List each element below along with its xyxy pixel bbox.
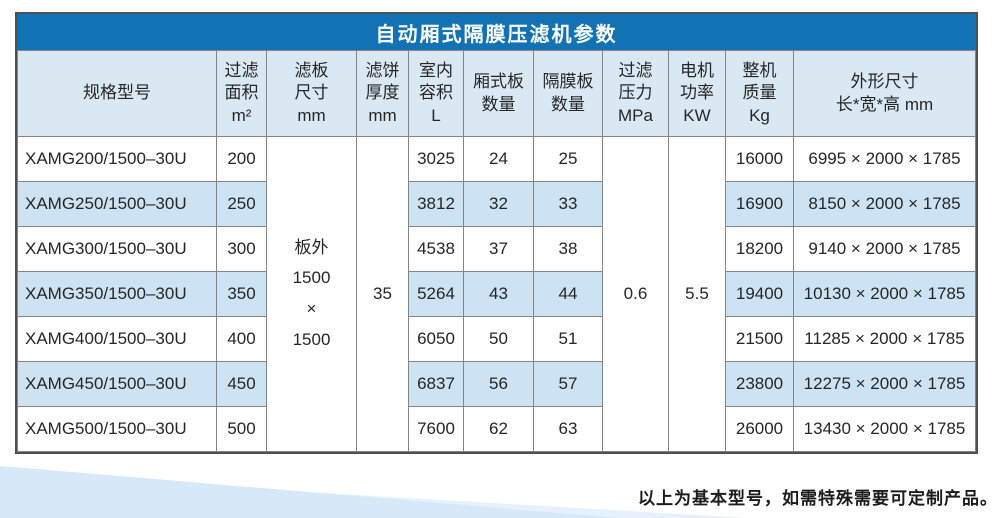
cell-model: XAMG250/1500–30U bbox=[17, 181, 217, 227]
cell-dimensions: 8150 × 2000 × 1785 bbox=[793, 181, 976, 227]
cell-machine-weight: 18200 bbox=[725, 226, 794, 272]
cell-dimensions: 10130 × 2000 × 1785 bbox=[793, 271, 976, 317]
cell-chamber-plates: 62 bbox=[463, 406, 534, 452]
cell-dimensions: 11285 × 2000 × 1785 bbox=[793, 316, 976, 362]
cell-filter-area: 200 bbox=[216, 136, 267, 182]
cell-chamber-plates: 43 bbox=[463, 271, 534, 317]
cell-machine-weight: 23800 bbox=[725, 361, 794, 407]
cell-chamber-volume: 7600 bbox=[408, 406, 464, 452]
column-header-diaphragm-plates: 隔膜板 数量 bbox=[533, 50, 603, 137]
cell-filter-area: 400 bbox=[216, 316, 267, 362]
cell-motor-power: 5.5 bbox=[668, 136, 726, 452]
cell-machine-weight: 19400 bbox=[725, 271, 794, 317]
cell-machine-weight: 26000 bbox=[725, 406, 794, 452]
table-row: XAMG250/1500–30U 250 3812 32 33 16900 8150 × 2… bbox=[17, 181, 976, 227]
column-header-machine-weight: 整机 质量 Kg bbox=[725, 50, 794, 137]
cell-model: XAMG400/1500–30U bbox=[17, 316, 217, 362]
cell-chamber-volume: 4538 bbox=[408, 226, 464, 272]
cell-plate-size: 板外 1500 × 1500 bbox=[266, 136, 357, 452]
table-row: XAMG400/1500–30U 400 6050 50 51 21500 11285 × … bbox=[17, 316, 976, 362]
table-row: XAMG500/1500–30U 500 7600 62 63 26000 13430 × … bbox=[17, 406, 976, 452]
cell-chamber-volume: 6837 bbox=[408, 361, 464, 407]
table-row: XAMG200/1500–30U 200 板外 1500 × 1500 35 3025 2… bbox=[17, 136, 976, 452]
cell-diaphragm-plates: 25 bbox=[533, 136, 603, 182]
cell-chamber-plates: 32 bbox=[463, 181, 534, 227]
column-header-chamber-volume: 室内 容积 L bbox=[408, 50, 464, 137]
cell-chamber-plates: 37 bbox=[463, 226, 534, 272]
table-row: XAMG350/1500–30U 350 5264 43 44 19400 10130 × … bbox=[17, 271, 976, 317]
column-header-dimensions: 外形尺寸 长*宽*高 mm bbox=[793, 50, 976, 137]
cell-chamber-volume: 6050 bbox=[408, 316, 464, 362]
column-header-motor-power: 电机 功率 KW bbox=[668, 50, 726, 137]
column-header-filter-pressure: 过滤 压力 MPa bbox=[602, 50, 669, 137]
cell-diaphragm-plates: 33 bbox=[533, 181, 603, 227]
header-row: 规格型号 过滤 面积 m² 滤板 尺寸 mm 滤饼 厚度 mm 室内 容积 L … bbox=[17, 50, 976, 137]
column-header-cake-thickness: 滤饼 厚度 mm bbox=[356, 50, 409, 137]
table-body: XAMG200/1500–30U 200 板外 1500 × 1500 35 3025 2… bbox=[17, 136, 976, 452]
cell-dimensions: 13430 × 2000 × 1785 bbox=[793, 406, 976, 452]
cell-model: XAMG350/1500–30U bbox=[17, 271, 217, 317]
cell-model: XAMG450/1500–30U bbox=[17, 361, 217, 407]
cell-machine-weight: 16000 bbox=[725, 136, 794, 182]
table-title: 自动厢式隔膜压滤机参数 bbox=[17, 14, 976, 50]
cell-chamber-plates: 50 bbox=[463, 316, 534, 362]
column-header-chamber-plates: 厢式板 数量 bbox=[463, 50, 534, 137]
cell-dimensions: 12275 × 2000 × 1785 bbox=[793, 361, 976, 407]
table-row: XAMG450/1500–30U 450 6837 56 57 23800 12275 × … bbox=[17, 361, 976, 407]
cell-model: XAMG200/1500–30U bbox=[17, 136, 217, 182]
parameters-table-container: 自动厢式隔膜压滤机参数 规格型号 过滤 面积 m² 滤板 尺寸 mm 滤饼 厚度… bbox=[15, 12, 978, 454]
column-header-filter-area: 过滤 面积 m² bbox=[216, 50, 267, 137]
column-header-model: 规格型号 bbox=[17, 50, 217, 137]
cell-diaphragm-plates: 51 bbox=[533, 316, 603, 362]
cell-diaphragm-plates: 44 bbox=[533, 271, 603, 317]
cell-diaphragm-plates: 57 bbox=[533, 361, 603, 407]
cell-chamber-volume: 3812 bbox=[408, 181, 464, 227]
cell-filter-area: 500 bbox=[216, 406, 267, 452]
cell-filter-pressure: 0.6 bbox=[602, 136, 669, 452]
cell-filter-area: 250 bbox=[216, 181, 267, 227]
cell-chamber-plates: 56 bbox=[463, 361, 534, 407]
cell-diaphragm-plates: 63 bbox=[533, 406, 603, 452]
cell-diaphragm-plates: 38 bbox=[533, 226, 603, 272]
parameters-table: 规格型号 过滤 面积 m² 滤板 尺寸 mm 滤饼 厚度 mm 室内 容积 L … bbox=[17, 50, 976, 452]
footnote: 以上为基本型号，如需特殊需要可定制产品。 bbox=[638, 489, 998, 508]
cell-dimensions: 9140 × 2000 × 1785 bbox=[793, 226, 976, 272]
cell-filter-area: 450 bbox=[216, 361, 267, 407]
cell-dimensions: 6995 × 2000 × 1785 bbox=[793, 136, 976, 182]
decor-wedge bbox=[0, 466, 618, 518]
cell-cake-thickness: 35 bbox=[356, 136, 409, 452]
cell-chamber-volume: 3025 bbox=[408, 136, 464, 182]
column-header-plate-size: 滤板 尺寸 mm bbox=[266, 50, 357, 137]
cell-filter-area: 300 bbox=[216, 226, 267, 272]
table-row: XAMG300/1500–30U 300 4538 37 38 18200 9140 × 2… bbox=[17, 226, 976, 272]
cell-chamber-plates: 24 bbox=[463, 136, 534, 182]
cell-machine-weight: 21500 bbox=[725, 316, 794, 362]
cell-chamber-volume: 5264 bbox=[408, 271, 464, 317]
cell-filter-area: 350 bbox=[216, 271, 267, 317]
cell-model: XAMG300/1500–30U bbox=[17, 226, 217, 272]
cell-model: XAMG500/1500–30U bbox=[17, 406, 217, 452]
cell-machine-weight: 16900 bbox=[725, 181, 794, 227]
